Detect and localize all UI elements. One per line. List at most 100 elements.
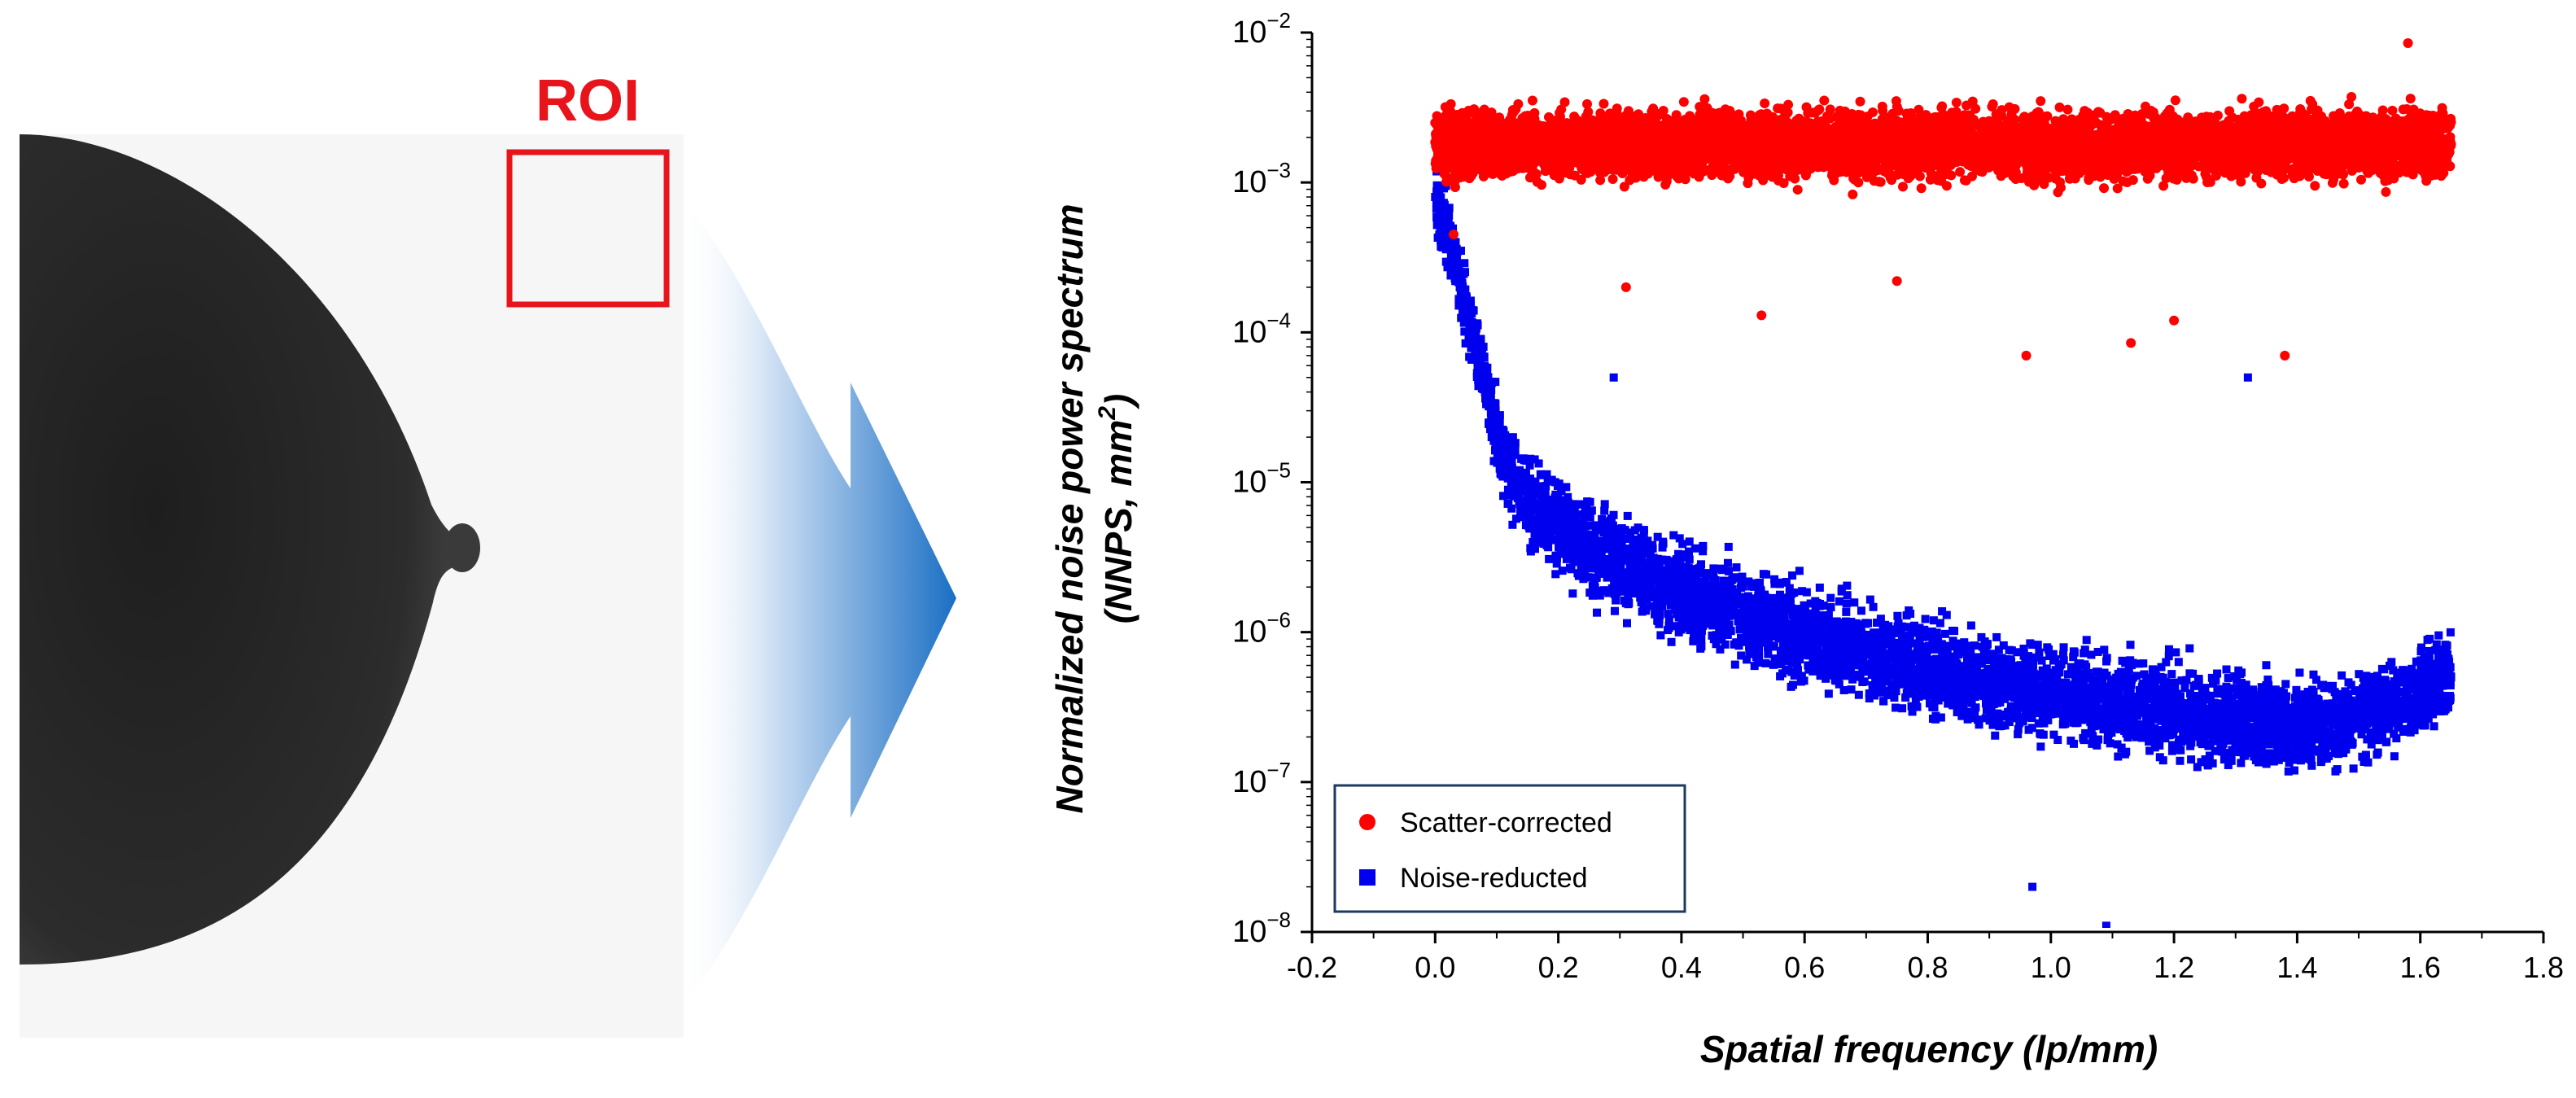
noise-reducted-point	[1552, 559, 1561, 568]
noise-reducted-point	[1503, 451, 1512, 460]
noise-reducted-point	[2075, 669, 2084, 678]
noise-reducted-point	[1495, 411, 1504, 420]
noise-reducted-point	[2038, 670, 2047, 679]
noise-reducted-point	[1754, 588, 1763, 597]
noise-reducted-point	[2194, 705, 2203, 714]
noise-reducted-point	[1922, 683, 1931, 692]
noise-reducted-point	[2136, 693, 2145, 702]
noise-reducted-point	[1630, 526, 1639, 535]
noise-reducted-point	[1898, 632, 1907, 641]
noise-reducted-point	[2189, 669, 2198, 678]
noise-reducted-point	[1776, 671, 1785, 680]
noise-reducted-point	[1934, 634, 1943, 643]
noise-reducted-point	[1460, 327, 1469, 336]
noise-reducted-point	[1791, 626, 1800, 635]
noise-reducted-point	[2026, 639, 2035, 648]
noise-reducted-point	[1588, 591, 1597, 600]
noise-reducted-point	[1874, 651, 1883, 660]
noise-reducted-point	[2412, 657, 2421, 666]
noise-reducted-point	[1590, 536, 1599, 545]
noise-reducted-point	[1812, 622, 1821, 631]
noise-reducted-point	[1672, 588, 1681, 597]
noise-reducted-point	[1525, 511, 1534, 520]
noise-reducted-point	[2106, 689, 2115, 698]
noise-reducted-point	[2373, 671, 2381, 680]
noise-reducted-point	[1975, 676, 1984, 685]
noise-reducted-point	[2005, 688, 2014, 697]
noise-reducted-point	[2338, 745, 2347, 754]
noise-reducted-point	[2370, 709, 2379, 718]
noise-reducted-point	[1598, 543, 1607, 552]
noise-reducted-point	[2281, 680, 2290, 689]
noise-reducted-point	[1842, 660, 1851, 669]
noise-reducted-point	[1909, 689, 1918, 698]
noise-reducted-point	[1854, 690, 1863, 699]
noise-reducted-point	[1973, 715, 1982, 724]
noise-reducted-point	[1942, 610, 1951, 619]
noise-reducted-point	[2218, 747, 2227, 756]
noise-reducted-point	[1673, 569, 1682, 578]
noise-reducted-point	[2322, 754, 2331, 763]
noise-reducted-point	[2279, 702, 2288, 711]
noise-reducted-point	[2059, 684, 2068, 693]
noise-reducted-point	[1660, 577, 1668, 586]
noise-reducted-point	[2434, 631, 2443, 640]
noise-reducted-point	[1536, 523, 1545, 532]
noise-reducted-point	[2334, 750, 2343, 759]
noise-reducted-point	[2263, 696, 2272, 705]
noise-reducted-point	[2120, 668, 2129, 677]
noise-reducted-point	[2163, 702, 2172, 711]
noise-reducted-point	[2266, 752, 2275, 761]
noise-reducted-point	[2034, 719, 2043, 728]
noise-reducted-point	[1706, 617, 1715, 626]
noise-reducted-point	[1485, 383, 1494, 392]
noise-reducted-point	[1494, 415, 1502, 424]
noise-reducted-point	[1655, 582, 1664, 591]
noise-reducted-point	[1555, 533, 1564, 542]
noise-reducted-point	[1902, 635, 1911, 644]
noise-reducted-point	[1993, 709, 2002, 718]
noise-reducted-point	[2035, 687, 2044, 696]
noise-reducted-point	[1654, 589, 1663, 598]
noise-reducted-point	[1542, 495, 1551, 504]
noise-reducted-point	[2314, 695, 2323, 704]
noise-reducted-point	[2373, 697, 2381, 706]
noise-reducted-point	[2027, 724, 2036, 733]
noise-reducted-point	[1679, 562, 1688, 571]
noise-reducted-point	[1432, 204, 1441, 213]
noise-reducted-point	[1664, 610, 1673, 619]
noise-reducted-point	[2129, 731, 2138, 740]
noise-reducted-point	[2312, 735, 2321, 744]
noise-reducted-point	[2320, 741, 2329, 750]
noise-reducted-point	[2049, 656, 2058, 665]
noise-reducted-point	[2434, 667, 2443, 676]
noise-reducted-point	[2239, 713, 2248, 722]
noise-reducted-point	[1626, 534, 1635, 543]
noise-reducted-point	[1810, 612, 1819, 621]
noise-reducted-point	[1568, 589, 1577, 598]
noise-reducted-point	[1800, 650, 1809, 658]
noise-reducted-point	[1726, 627, 1735, 636]
noise-reducted-point	[1531, 536, 1540, 545]
noise-reducted-point	[2394, 717, 2403, 726]
noise-reducted-point	[2264, 713, 2273, 722]
noise-reducted-point	[2226, 697, 2235, 706]
noise-reducted-point	[2251, 750, 2260, 759]
noise-reducted-point	[2074, 660, 2083, 669]
noise-reducted-point	[2142, 711, 2151, 720]
noise-reducted-point	[1817, 661, 1826, 670]
noise-reducted-point	[1864, 662, 1873, 671]
noise-reducted-point	[1474, 373, 1483, 382]
noise-reducted-point	[2213, 669, 2222, 678]
noise-reducted-point	[1999, 641, 2008, 650]
noise-reducted-point	[2431, 686, 2440, 695]
noise-reducted-point	[1671, 562, 1680, 571]
noise-reducted-point	[1634, 548, 1642, 557]
noise-reducted-point	[2378, 693, 2387, 702]
noise-reducted-point	[2244, 708, 2253, 717]
noise-reducted-point	[1454, 259, 1463, 268]
noise-reducted-point	[1825, 647, 1834, 656]
noise-reducted-point	[2344, 678, 2353, 687]
noise-reducted-point	[2416, 710, 2425, 719]
noise-reducted-point	[2187, 698, 2196, 706]
